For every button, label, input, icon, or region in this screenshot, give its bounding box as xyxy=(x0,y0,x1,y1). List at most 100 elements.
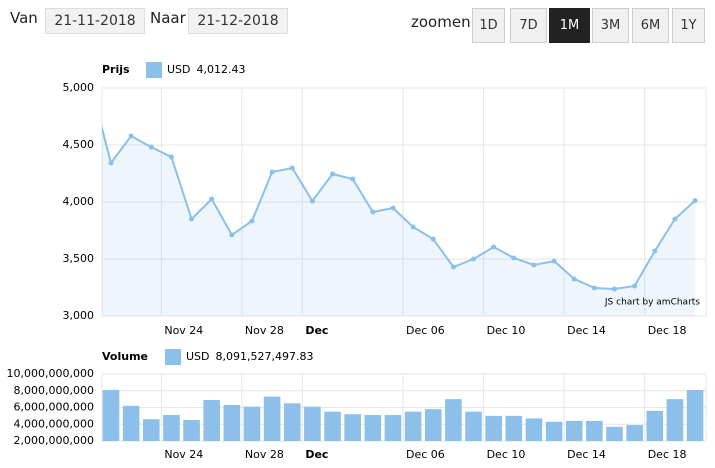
point xyxy=(370,209,376,215)
point xyxy=(350,176,356,182)
point xyxy=(450,264,456,270)
x-tick-label: Dec xyxy=(305,324,328,337)
bar xyxy=(324,411,341,441)
bar xyxy=(364,415,382,441)
bar xyxy=(525,418,543,441)
bar xyxy=(424,409,442,441)
x-tick-label: Dec 18 xyxy=(648,448,687,461)
x-tick-label: Dec 10 xyxy=(487,324,526,337)
y-tick-label: 10,000,000,000 xyxy=(7,367,94,380)
x-tick-label: Dec 14 xyxy=(567,448,606,461)
x-tick-label: Dec 06 xyxy=(406,448,445,461)
point xyxy=(632,283,638,289)
bar xyxy=(686,389,704,441)
legend-value: 4,012.43 xyxy=(197,63,246,76)
bar xyxy=(666,399,684,441)
point xyxy=(330,171,336,177)
y-tick-label: 4,000,000,000 xyxy=(14,417,94,430)
legend-title: Volume xyxy=(102,350,148,363)
bar xyxy=(384,415,402,441)
y-tick-label: 8,000,000,000 xyxy=(14,384,94,397)
legend-label: USD xyxy=(167,63,191,76)
point xyxy=(249,218,255,224)
x-tick-label: Dec xyxy=(305,448,328,461)
bar xyxy=(565,420,583,441)
bar xyxy=(163,415,180,441)
legend-swatch xyxy=(146,62,162,78)
point xyxy=(491,244,497,250)
bar xyxy=(304,406,321,441)
zoom-button[interactable]: 6M xyxy=(632,8,669,43)
area xyxy=(102,128,696,316)
legend-swatch xyxy=(165,349,181,365)
to-label: Naar xyxy=(150,9,186,27)
bar xyxy=(243,406,261,441)
x-tick-label: Nov 28 xyxy=(245,448,284,461)
point xyxy=(551,258,557,264)
bar xyxy=(404,411,422,441)
y-tick-label: 3,500 xyxy=(63,252,95,265)
y-tick-label: 6,000,000,000 xyxy=(14,401,94,414)
bar xyxy=(283,403,301,441)
bar xyxy=(485,415,502,441)
x-tick-label: Dec 18 xyxy=(648,324,687,337)
x-tick-label: Dec 06 xyxy=(406,324,445,337)
zoom-button[interactable]: 1D xyxy=(472,8,505,43)
plot xyxy=(102,124,698,316)
y-tick-label: 2,000,000,000 xyxy=(14,434,94,447)
point xyxy=(148,144,154,150)
zoom-button[interactable]: 3M xyxy=(592,8,629,43)
point xyxy=(471,256,477,262)
point xyxy=(108,160,114,166)
point xyxy=(128,133,134,139)
x-tick-label: Nov 24 xyxy=(164,448,203,461)
zoom-label: zoomen xyxy=(411,13,471,31)
zoom-button[interactable]: 7D xyxy=(510,8,547,43)
from-label: Van xyxy=(10,9,38,27)
point xyxy=(390,205,396,211)
legend-value: 8,091,527,497.83 xyxy=(216,350,314,363)
point xyxy=(229,232,235,238)
point xyxy=(672,216,678,222)
point xyxy=(209,196,215,202)
point xyxy=(189,216,195,222)
bar xyxy=(344,414,361,441)
point xyxy=(269,169,275,175)
bar xyxy=(183,420,200,441)
point xyxy=(531,262,537,268)
legend-label: USD xyxy=(186,350,210,363)
bar xyxy=(203,399,220,441)
bar xyxy=(586,420,603,441)
point xyxy=(430,236,436,242)
bar xyxy=(223,404,241,441)
point xyxy=(571,276,577,282)
point xyxy=(511,255,517,261)
bar xyxy=(646,410,664,441)
point xyxy=(309,198,315,204)
point xyxy=(289,165,295,171)
point xyxy=(652,248,658,254)
bar xyxy=(445,399,462,441)
bar xyxy=(626,425,643,441)
bar xyxy=(263,396,281,441)
y-tick-label: 4,000 xyxy=(63,195,95,208)
point xyxy=(612,286,617,292)
y-tick-label: 5,000 xyxy=(63,81,95,94)
bar xyxy=(465,411,482,441)
legend-title: Prijs xyxy=(102,63,130,76)
bar xyxy=(606,426,623,441)
x-tick-label: Nov 24 xyxy=(164,324,203,337)
from-date[interactable]: 21-11-2018 xyxy=(45,8,145,34)
to-date[interactable]: 21-12-2018 xyxy=(188,8,288,34)
bar xyxy=(505,415,523,441)
bar xyxy=(545,421,563,441)
point xyxy=(410,224,416,230)
y-tick-label: 4,500 xyxy=(63,138,95,151)
zoom-button[interactable]: 1M xyxy=(549,8,590,43)
bar xyxy=(142,419,160,441)
zoom-button[interactable]: 1Y xyxy=(672,8,705,43)
y-tick-label: 3,000 xyxy=(63,309,95,322)
x-tick-label: Dec 10 xyxy=(487,448,526,461)
